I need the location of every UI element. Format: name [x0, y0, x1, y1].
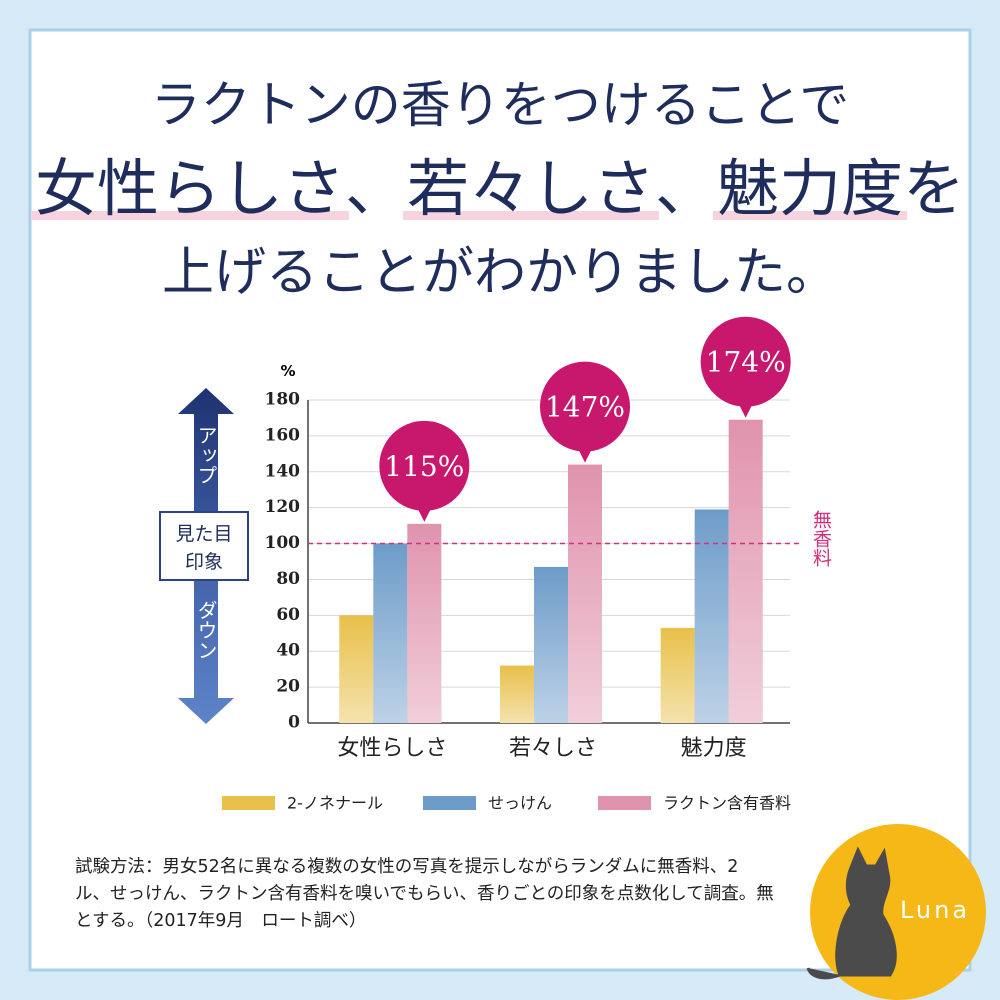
legend-label: ラクトン含有香料: [663, 794, 791, 813]
legend-swatch: [423, 796, 476, 810]
bar-shade: [694, 509, 729, 723]
title-line1: ラクトンの香りをつけることで: [151, 76, 850, 134]
bar-shade: [728, 419, 763, 723]
bar-shade: [660, 627, 695, 723]
box-label: 見た目: [175, 523, 232, 545]
footnote-line: とする。（2017年9月 ロート調べ）: [75, 911, 366, 931]
y-tick-label: 160: [265, 425, 301, 445]
arrow-up-label: アップ: [194, 425, 218, 485]
legend-swatch: [598, 796, 651, 810]
y-unit: %: [280, 362, 295, 380]
legend-label: 2-ノネナール: [287, 794, 383, 813]
bar-shade: [500, 665, 534, 723]
y-tick-label: 40: [276, 641, 300, 661]
legend-swatch: [222, 796, 275, 810]
bar-shade: [339, 615, 374, 723]
title-segment: 若々しさ: [407, 152, 655, 225]
y-tick-label: 120: [265, 497, 301, 517]
logo: Luna: [806, 824, 986, 1000]
bubble-label: 174%: [706, 346, 786, 379]
footnote-line: ル、せっけん、ラクトン含有香料を嗅いでもらい、香りごとの印象を点数化して調査。無: [75, 884, 774, 904]
x-tick-label: 女性らしさ: [337, 736, 447, 761]
x-tick-label: 魅力度: [681, 736, 747, 761]
y-tick-label: 20: [276, 677, 300, 697]
bar-shade: [568, 464, 602, 723]
title-line2: 女性らしさ、若々しさ、魅力度を: [35, 152, 965, 225]
x-tick-label: 若々しさ: [509, 736, 597, 761]
title-segment: 魅力度: [717, 152, 903, 225]
bar-shade: [373, 543, 408, 723]
box-label: 印象: [185, 551, 223, 573]
y-tick-label: 80: [276, 569, 300, 589]
title-segment: 、: [655, 152, 717, 225]
logo-text: Luna: [900, 896, 970, 924]
bar-shade: [534, 566, 568, 723]
y-tick-label: 100: [265, 533, 301, 553]
y-tick-label: 0: [288, 713, 300, 733]
impression-box: [159, 511, 249, 581]
arrow-down-label: ダウン: [194, 600, 218, 660]
footnote-line: 試験方法：男女52名に異なる複数の女性の写真を提示しながらランダムに無香料、2: [75, 857, 738, 877]
y-tick-label: 60: [276, 605, 300, 625]
title-segment: 、: [345, 152, 407, 225]
bar-shade: [407, 523, 442, 723]
y-tick-label: 140: [265, 461, 301, 481]
panel: [28, 28, 972, 972]
highlight: [30, 211, 349, 220]
legend-label: せっけん: [488, 794, 552, 813]
bubble: [700, 316, 791, 407]
bubble: [379, 420, 470, 511]
y-tick-label: 180: [265, 390, 301, 410]
bubble: [540, 361, 630, 452]
bubble-label: 147%: [545, 391, 625, 424]
highlight: [713, 211, 908, 220]
reference-label: 無香料: [810, 510, 832, 567]
highlight: [402, 211, 659, 220]
title-segment: を: [903, 152, 965, 225]
bubble-label: 115%: [384, 450, 464, 483]
title-segment: 女性らしさ: [35, 152, 345, 225]
title-line3: 上げることがわかりました。: [162, 243, 838, 303]
